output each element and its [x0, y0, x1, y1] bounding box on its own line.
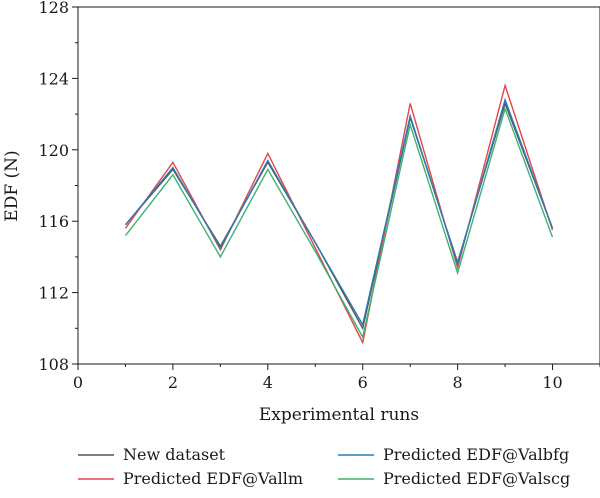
y-axis-label: EDF (N): [2, 150, 22, 221]
legend-label: Predicted EDF@Valbfg: [383, 445, 569, 464]
x-tick-label: 2: [168, 373, 178, 392]
y-tick-label: 124: [38, 69, 69, 88]
legend-label: New dataset: [123, 445, 226, 464]
series-line: [124, 106, 554, 340]
series-line: [124, 83, 554, 345]
x-tick-label: 8: [453, 373, 463, 392]
x-axis: 0 2 4 6 8 10: [73, 364, 600, 392]
x-tick-label: 4: [263, 373, 273, 392]
y-tick-label: 108: [38, 355, 69, 374]
y-tick-label: 128: [38, 0, 69, 17]
legend-label: Predicted EDF@Valscg: [383, 469, 570, 488]
legend: New dataset Predicted EDF@Vallm Predicted …: [78, 445, 570, 488]
y-tick-label: 116: [38, 212, 69, 231]
y-axis: 108 112 116 120 124 128: [38, 0, 78, 374]
y-tick-label: 120: [38, 141, 69, 160]
legend-label: Predicted EDF@Vallm: [123, 469, 303, 488]
y-tick-label: 112: [38, 284, 69, 303]
series-line: [124, 97, 554, 327]
x-axis-label: Experimental runs: [259, 405, 419, 425]
series-lines: [124, 83, 554, 345]
x-tick-label: 10: [542, 373, 562, 392]
x-tick-label: 6: [358, 373, 368, 392]
x-tick-label: 0: [73, 373, 83, 392]
